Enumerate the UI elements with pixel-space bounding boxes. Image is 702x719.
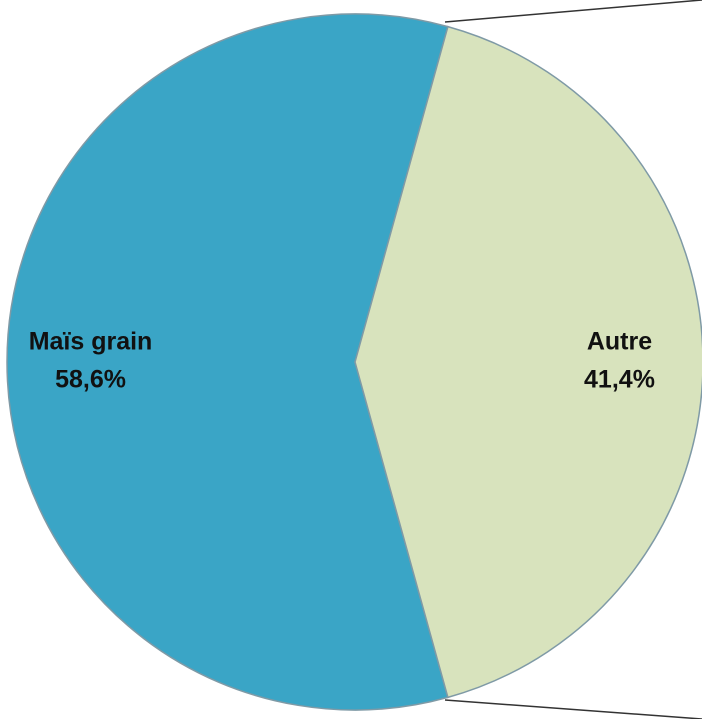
slice-value-label: 41,4% xyxy=(584,366,655,394)
connector-line xyxy=(444,699,702,719)
slice-value-label: 58,6% xyxy=(55,366,126,394)
pie-slice xyxy=(354,25,702,699)
connector-line xyxy=(444,0,702,23)
pie-slice xyxy=(6,13,449,711)
slice-category-label: Autre xyxy=(587,328,652,356)
slice-category-label: Maïs grain xyxy=(29,328,153,356)
